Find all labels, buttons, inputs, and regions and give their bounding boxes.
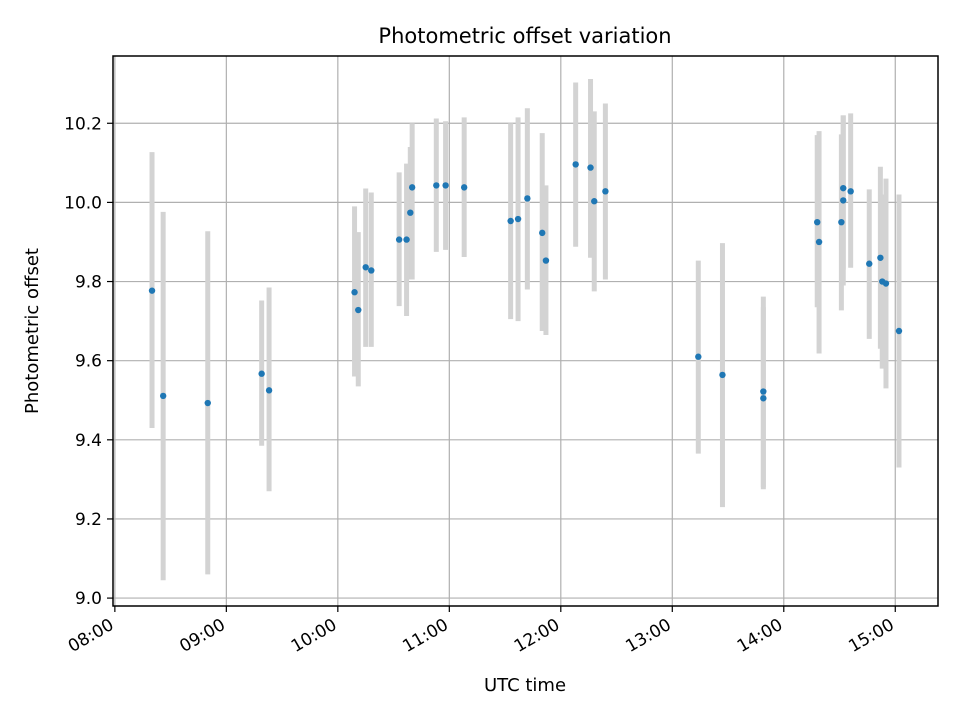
x-axis-label: UTC time [484, 675, 566, 696]
data-point [814, 218, 821, 226]
y-tick-label: 9.2 [75, 510, 102, 530]
y-tick-label: 9.0 [75, 589, 102, 609]
data-point [572, 161, 579, 168]
y-tick-label: 9.4 [75, 431, 102, 451]
data-point [877, 254, 884, 261]
data-point [815, 238, 823, 246]
plot-frame [112, 55, 939, 607]
data-points [148, 161, 903, 407]
data-point [514, 215, 522, 223]
data-point [542, 257, 550, 264]
data-point [368, 267, 375, 274]
data-point [602, 188, 609, 195]
data-point [362, 264, 369, 271]
data-point [159, 392, 167, 400]
data-point [355, 306, 362, 314]
data-point [507, 217, 514, 225]
data-point [838, 218, 845, 226]
data-point [403, 236, 410, 243]
data-point [587, 164, 594, 171]
data-point [407, 209, 414, 216]
data-point [442, 182, 449, 189]
data-point [895, 327, 903, 335]
data-point [695, 353, 702, 360]
data-point [408, 184, 416, 191]
y-tick-label: 9.8 [75, 273, 102, 293]
y-tick-label: 10.2 [64, 114, 102, 134]
data-point [882, 280, 890, 287]
data-point [433, 182, 440, 189]
data-point [840, 197, 847, 204]
y-tick-label: 10.0 [64, 193, 102, 213]
data-point [847, 188, 854, 195]
data-point [539, 229, 546, 237]
y-tick-label: 9.6 [75, 352, 102, 372]
data-point [351, 289, 358, 296]
data-point [760, 388, 767, 395]
data-point [460, 184, 468, 191]
data-point [840, 184, 847, 192]
data-point [148, 287, 156, 294]
data-point [524, 195, 531, 202]
y-axis-label: Photometric offset [22, 248, 43, 414]
data-point [204, 399, 211, 407]
data-point [719, 371, 726, 379]
data-point [591, 198, 598, 205]
data-point [265, 387, 273, 394]
data-point [866, 260, 873, 267]
data-point [760, 395, 767, 402]
chart-title: Photometric offset variation [378, 24, 671, 48]
y-axis-ticks: 9.0 9.2 9.4 9.6 9.8 10.0 10.2 [64, 114, 113, 609]
data-point [395, 236, 403, 243]
data-point [258, 370, 265, 377]
